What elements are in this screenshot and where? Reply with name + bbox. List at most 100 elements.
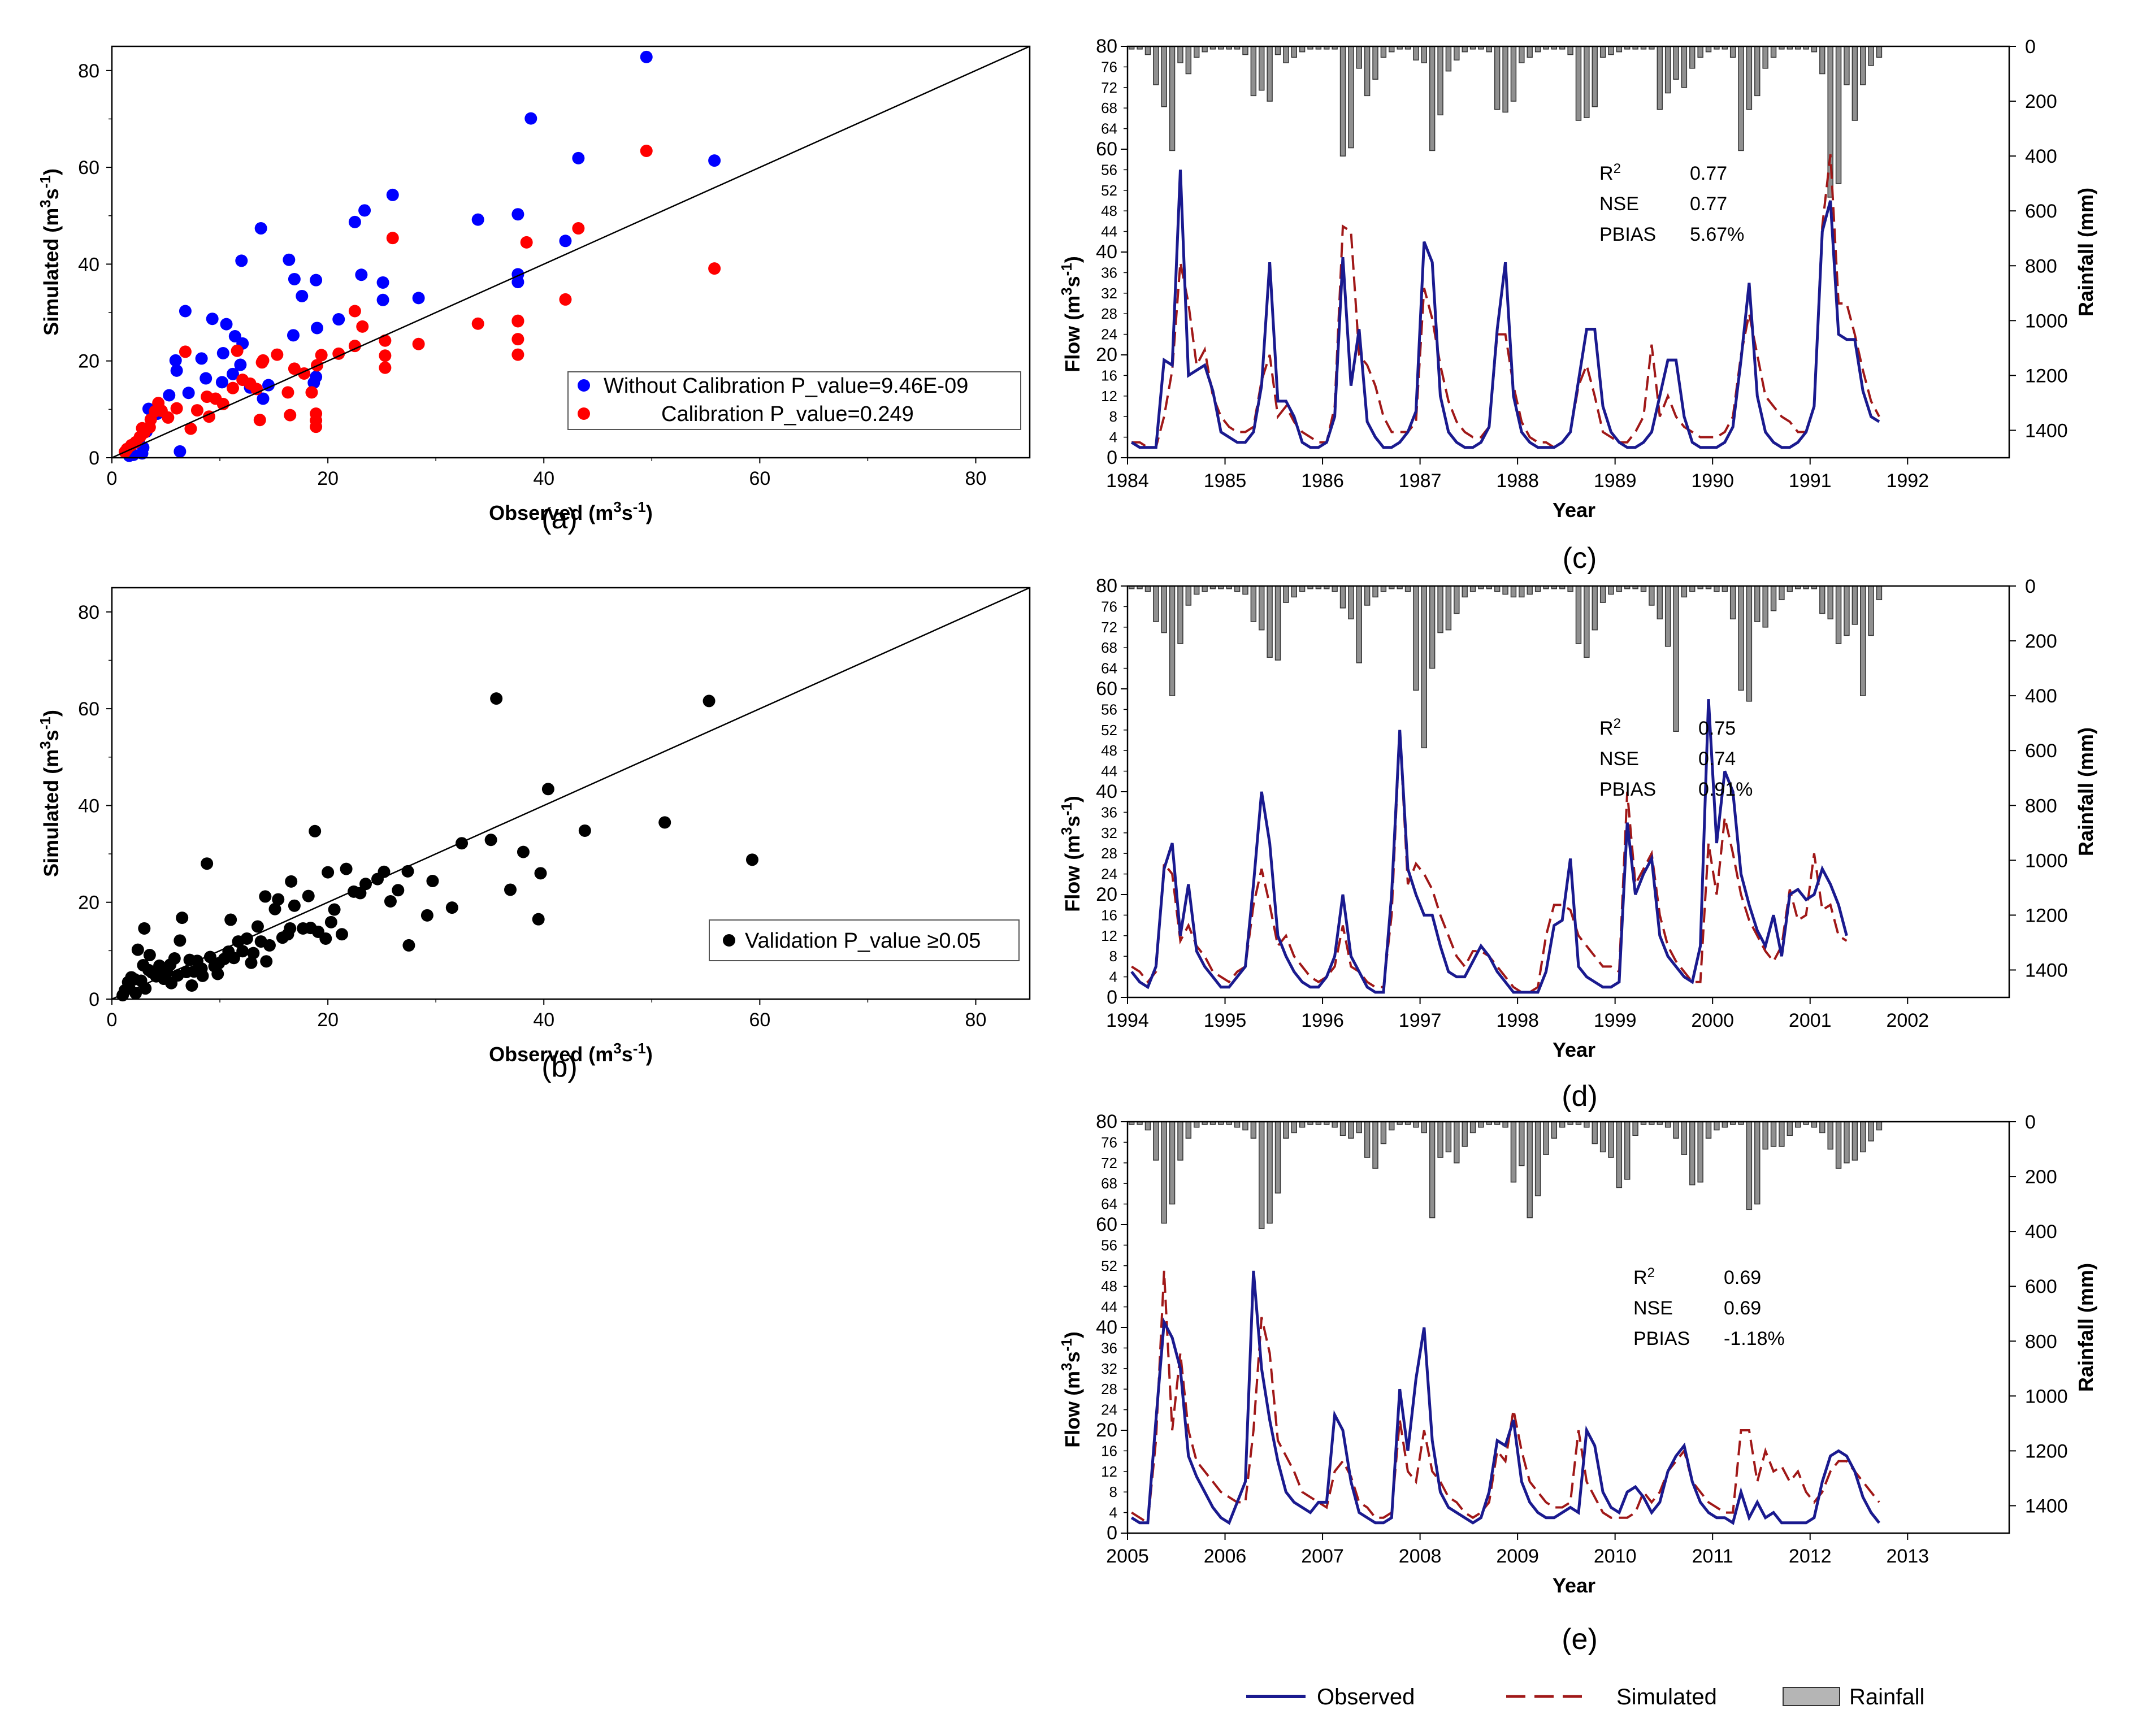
panel-label-a: (a)	[541, 502, 578, 535]
flow-minor-label: 76	[1101, 1134, 1117, 1151]
rainfall-bar	[1267, 46, 1273, 102]
rainfall-bar	[1608, 46, 1614, 55]
flow-minor-label: 64	[1101, 660, 1117, 677]
year-tick-label: 1989	[1594, 470, 1637, 492]
rainfall-bar	[1242, 46, 1248, 55]
flow-minor-label: 76	[1101, 58, 1117, 75]
rainfall-bar	[1779, 1121, 1785, 1147]
rainfall-bar	[1616, 1121, 1623, 1188]
rainfall-bar	[1299, 1121, 1306, 1128]
scatter-b-point	[504, 883, 517, 896]
scatter-a-x-axis-label: Observed (m3s-1)	[489, 498, 653, 524]
rain-tick-label: 1200	[2025, 365, 2068, 387]
rainfall-bar	[1161, 46, 1167, 107]
rainfall-bar	[1372, 46, 1378, 80]
rainfall-bar	[1632, 1121, 1638, 1136]
rainfall-bar	[1202, 585, 1208, 592]
rainfall-bar	[1510, 585, 1517, 598]
x-tick-label: 40	[533, 468, 554, 489]
y-tick-label: 40	[78, 795, 99, 817]
timeseries-e-right-axis-label: Rainfall (mm)	[2074, 1263, 2097, 1392]
timeseries-c-axes: 0204060804812162428323644485256646872760…	[1058, 36, 2097, 522]
rainfall-bar	[1185, 585, 1192, 606]
rainfall-bar	[1787, 1121, 1793, 1136]
rainfall-bar	[1746, 585, 1753, 702]
flow-minor-label: 28	[1101, 305, 1117, 322]
scatter-a-point	[201, 390, 214, 403]
scatter-a-point	[170, 364, 183, 377]
scatter-a-point	[257, 392, 270, 405]
flow-minor-label: 72	[1101, 1155, 1117, 1171]
rainfall-bar	[1722, 1121, 1728, 1128]
scatter-a-point	[311, 322, 324, 335]
scatter-a-point	[287, 329, 300, 342]
rainfall-bar	[1876, 585, 1883, 601]
rainfall-bar	[1494, 585, 1501, 592]
legend-rainfall-label: Rainfall	[1849, 1685, 1924, 1709]
scatter-a-point	[226, 367, 239, 380]
scatter-a-y-axis-label: Simulated (m3s-1)	[37, 168, 63, 336]
scatter-a-point	[271, 348, 284, 361]
legend-simulated-label: Simulated	[1616, 1685, 1717, 1709]
rainfall-bar	[1356, 1121, 1362, 1134]
scatter-b-point	[196, 969, 209, 982]
rainfall-bar	[1348, 1121, 1354, 1139]
rainfall-bar	[1421, 1121, 1427, 1134]
scatter-a-point	[216, 347, 229, 360]
scatter-a-point	[254, 222, 267, 235]
rainfall-bar	[1835, 46, 1842, 184]
year-tick-label: 2008	[1399, 1546, 1442, 1567]
scatter-a-one-to-one-line	[111, 45, 1030, 459]
scatter-a-point	[376, 276, 389, 289]
scatter-b-point	[484, 834, 497, 847]
rainfall-bar	[1234, 1121, 1241, 1128]
rainfall-bar	[1250, 46, 1257, 97]
rainfall-bar	[1608, 585, 1614, 595]
rainfall-bar	[1575, 585, 1582, 644]
scatter-a-point	[206, 313, 219, 326]
flow-tick-label: 60	[1096, 138, 1117, 160]
scatter-b-point	[211, 967, 224, 980]
rainfall-bar	[1153, 1121, 1159, 1161]
flow-minor-label: 4	[1109, 1504, 1117, 1521]
stat-e-r2-value: 0.69	[1724, 1267, 1761, 1288]
scatter-a-point	[288, 272, 301, 285]
scatter-a-point	[281, 386, 294, 399]
flow-tick-label: 80	[1096, 36, 1117, 57]
year-tick-label: 1995	[1204, 1010, 1247, 1031]
scatter-b-point	[254, 935, 267, 948]
timeseries-c-y-axis-label: Flow (m3s-1)	[1058, 256, 1084, 372]
rainfall-bar	[1762, 46, 1768, 69]
scatter-a-point	[471, 213, 484, 226]
scatter-b-marks	[116, 692, 758, 1002]
rainfall-bar	[1291, 46, 1297, 58]
scatter-b-frame	[111, 587, 1031, 1000]
year-tick-label: 2009	[1496, 1546, 1539, 1567]
flow-minor-label: 68	[1101, 99, 1117, 116]
rainfall-bar	[1454, 1121, 1460, 1164]
rainfall-bar	[1185, 1121, 1192, 1139]
rainfall-bar	[1161, 1121, 1167, 1224]
scatter-a-point	[310, 274, 323, 287]
rainfall-bar	[1689, 585, 1696, 592]
rainfall-bar	[1339, 585, 1346, 609]
scatter-a-point	[195, 352, 208, 365]
rainfall-bar	[1827, 585, 1833, 619]
rainfall-bar	[1859, 46, 1866, 85]
rainfall-bar	[1811, 46, 1818, 53]
rainfall-bar	[1868, 46, 1874, 66]
scatter-a-point	[163, 389, 176, 402]
stat-d-nse-value: 0.74	[1698, 748, 1736, 770]
rainfall-bar	[1356, 46, 1362, 69]
rainfall-bar	[1689, 1121, 1696, 1186]
rainfall-bar	[1575, 46, 1582, 121]
rainfall-bar	[1234, 585, 1241, 592]
panel-label-d: (d)	[1562, 1080, 1598, 1113]
rain-tick-label: 0	[2025, 1112, 2036, 1133]
timeseries-c-lines	[1130, 154, 1880, 449]
rainfall-bar	[1372, 1121, 1378, 1169]
rainfall-bar	[1697, 1121, 1703, 1183]
rainfall-bar	[1250, 1121, 1257, 1139]
rainfall-bar	[1811, 1121, 1818, 1128]
rainfall-bar	[1673, 585, 1679, 732]
